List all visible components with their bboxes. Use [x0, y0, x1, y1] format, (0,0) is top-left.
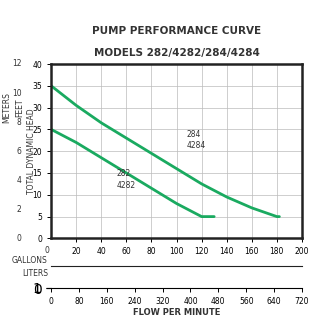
Text: 6: 6: [16, 147, 21, 156]
Text: 284
4284: 284 4284: [186, 130, 206, 150]
Text: 8: 8: [17, 118, 21, 127]
Text: LITERS: LITERS: [22, 269, 48, 278]
Text: MODELS 282/4282/284/4284: MODELS 282/4282/284/4284: [94, 48, 259, 58]
Text: 282
4282: 282 4282: [116, 170, 136, 189]
Text: 0: 0: [45, 246, 50, 255]
Text: 0: 0: [16, 234, 21, 243]
Text: PUMP PERFORMANCE CURVE: PUMP PERFORMANCE CURVE: [92, 27, 261, 36]
Text: METERS: METERS: [2, 92, 11, 123]
Text: GALLONS: GALLONS: [12, 256, 48, 265]
Text: 12: 12: [12, 60, 21, 68]
Text: 4: 4: [16, 176, 21, 185]
Text: 10: 10: [12, 89, 21, 98]
Text: 2: 2: [17, 205, 21, 214]
Text: FLOW PER MINUTE: FLOW PER MINUTE: [133, 308, 220, 317]
Text: TOTAL DYNAMIC HEAD: TOTAL DYNAMIC HEAD: [27, 108, 36, 194]
Text: FEET: FEET: [15, 98, 24, 117]
